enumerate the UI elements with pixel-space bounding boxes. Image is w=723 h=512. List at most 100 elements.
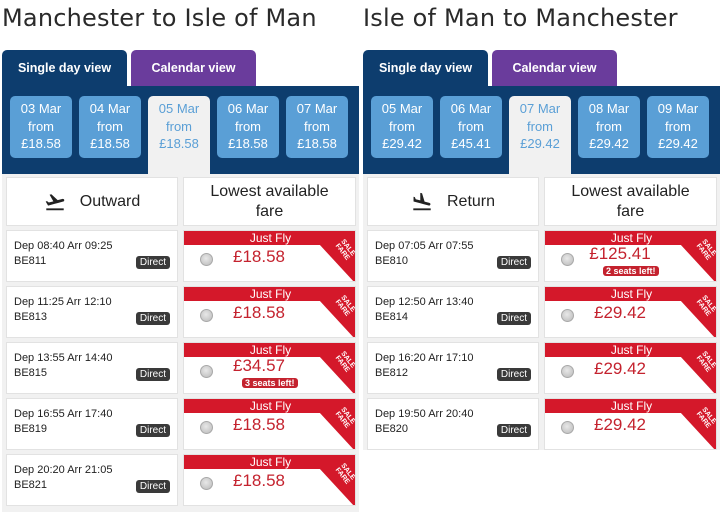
date-label: 09 Mar: [657, 101, 699, 116]
direct-badge[interactable]: Direct: [496, 256, 531, 269]
date-price: £18.58: [21, 136, 61, 151]
return-date-tab[interactable]: 09 Mar from £29.42: [647, 96, 709, 158]
sale-fare-badge: SALE FARE: [307, 231, 355, 281]
direct-badge[interactable]: Direct: [135, 312, 170, 325]
fare-price: £29.42: [594, 415, 646, 434]
direct-badge[interactable]: Direct: [496, 424, 531, 437]
return-column: Isle of Man to Manchester Single day vie…: [363, 0, 720, 512]
date-label: 07 Mar: [296, 101, 338, 116]
date-label: 06 Mar: [227, 101, 269, 116]
sale-fare-badge: SALE FARE: [668, 231, 716, 281]
direct-badge[interactable]: Direct: [135, 424, 170, 437]
from-label: from: [527, 118, 553, 134]
flight-number: BE811: [14, 255, 47, 267]
date-price: £29.42: [589, 136, 629, 151]
direct-badge[interactable]: Direct: [135, 368, 170, 381]
fare-radio[interactable]: [561, 365, 574, 378]
fare-radio[interactable]: [561, 309, 574, 322]
fare-cell[interactable]: Just Fly £18.58 SALE FARE: [183, 398, 356, 450]
return-date-bar: 05 Mar from £29.42 06 Mar from £45.41 07…: [363, 86, 720, 174]
fare-cell[interactable]: Just Fly £34.57 3 seats left! SALE FARE: [183, 342, 356, 394]
direct-badge[interactable]: Direct: [135, 256, 170, 269]
return-date-tab-selected[interactable]: 07 Mar from £29.42: [509, 96, 571, 174]
sale-fare-badge: SALE FARE: [307, 343, 355, 393]
date-price: £45.41: [451, 136, 491, 151]
return-date-tab[interactable]: 05 Mar from £29.42: [371, 96, 433, 158]
flight-info: Dep 19:50 Arr 20:40 BE820 Direct: [367, 398, 539, 450]
flight-times: Dep 08:40 Arr 09:25: [14, 240, 113, 252]
flight-row: Dep 12:50 Arr 13:40 BE814 Direct Just Fl…: [363, 286, 720, 342]
fare-radio[interactable]: [561, 421, 574, 434]
outbound-single-day-tab[interactable]: Single day view: [2, 50, 127, 86]
date-label: 06 Mar: [450, 101, 492, 116]
direct-badge[interactable]: Direct: [135, 480, 170, 493]
sale-fare-badge: SALE FARE: [307, 287, 355, 337]
outbound-date-tab-selected[interactable]: 05 Mar from £18.58: [148, 96, 210, 174]
return-label: Return: [446, 192, 496, 210]
return-lowest-fare-header: Lowest available fare: [544, 177, 717, 226]
flight-number: BE813: [14, 311, 48, 323]
flight-number: BE812: [375, 367, 409, 379]
return-date-tab[interactable]: 06 Mar from £45.41: [440, 96, 502, 158]
flight-number: BE810: [375, 255, 409, 267]
fare-price: £18.58: [233, 303, 285, 322]
direct-badge[interactable]: Direct: [496, 368, 531, 381]
outbound-date-tab[interactable]: 03 Mar from £18.58: [10, 96, 72, 158]
lowest-fare-label: Lowest available fare: [571, 182, 690, 220]
fare-cell[interactable]: Just Fly £29.42 SALE FARE: [544, 342, 717, 394]
fare-cell[interactable]: Just Fly £125.41 2 seats left! SALE FARE: [544, 230, 717, 282]
fare-price: £125.41: [589, 244, 651, 263]
sale-fare-badge: SALE FARE: [307, 399, 355, 449]
fare-radio[interactable]: [200, 477, 213, 490]
direct-badge[interactable]: Direct: [496, 312, 531, 325]
seats-left-badge: 3 seats left!: [242, 378, 298, 388]
fare-price: £18.58: [233, 415, 285, 434]
outbound-date-tab[interactable]: 04 Mar from £18.58: [79, 96, 141, 158]
fare-cell[interactable]: Just Fly £18.58 SALE FARE: [183, 454, 356, 506]
return-calendar-tab[interactable]: Calendar view: [492, 50, 617, 86]
date-label: 04 Mar: [89, 101, 131, 116]
fare-cell[interactable]: Just Fly £18.58 SALE FARE: [183, 230, 356, 282]
fare-radio[interactable]: [561, 253, 574, 266]
date-price: £18.58: [228, 136, 268, 151]
flight-row: Dep 13:55 Arr 14:40 BE815 Direct Just Fl…: [2, 342, 359, 398]
flight-row: Dep 07:05 Arr 07:55 BE810 Direct Just Fl…: [363, 230, 720, 286]
fare-price: £29.42: [594, 359, 646, 378]
flight-info: Dep 11:25 Arr 12:10 BE813 Direct: [6, 286, 178, 338]
flight-number: BE815: [14, 367, 48, 379]
from-label: from: [458, 118, 484, 134]
flight-row: Dep 16:20 Arr 17:10 BE812 Direct Just Fl…: [363, 342, 720, 398]
date-price: £29.42: [382, 136, 422, 151]
flight-info: Dep 16:20 Arr 17:10 BE812 Direct: [367, 342, 539, 394]
outbound-calendar-tab[interactable]: Calendar view: [131, 50, 256, 86]
fare-cell[interactable]: Just Fly £29.42 SALE FARE: [544, 398, 717, 450]
from-label: from: [235, 118, 261, 134]
return-date-tab[interactable]: 08 Mar from £29.42: [578, 96, 640, 158]
lowest-fare-label: Lowest available fare: [210, 182, 329, 220]
sale-fare-badge: SALE FARE: [668, 399, 716, 449]
flight-info: Dep 13:55 Arr 14:40 BE815 Direct: [6, 342, 178, 394]
fare-radio[interactable]: [200, 309, 213, 322]
outbound-date-tab[interactable]: 07 Mar from £18.58: [286, 96, 348, 158]
date-label: 03 Mar: [20, 101, 62, 116]
date-price: £18.58: [297, 136, 337, 151]
fare-radio[interactable]: [200, 421, 213, 434]
sale-fare-badge: SALE FARE: [668, 343, 716, 393]
fare-radio[interactable]: [200, 365, 213, 378]
flight-info: Dep 07:05 Arr 07:55 BE810 Direct: [367, 230, 539, 282]
from-label: from: [28, 118, 54, 134]
fare-radio[interactable]: [200, 253, 213, 266]
outward-header: Outward: [6, 177, 178, 226]
fare-price: £18.58: [233, 471, 285, 490]
flight-times: Dep 07:05 Arr 07:55: [375, 240, 474, 252]
flight-times: Dep 16:20 Arr 17:10: [375, 352, 474, 364]
flight-row: Dep 11:25 Arr 12:10 BE813 Direct Just Fl…: [2, 286, 359, 342]
outbound-lowest-fare-header: Lowest available fare: [183, 177, 356, 226]
flight-row: Dep 08:40 Arr 09:25 BE811 Direct Just Fl…: [2, 230, 359, 286]
fare-cell[interactable]: Just Fly £18.58 SALE FARE: [183, 286, 356, 338]
fare-price: £18.58: [233, 247, 285, 266]
date-label: 05 Mar: [158, 101, 200, 116]
return-single-day-tab[interactable]: Single day view: [363, 50, 488, 86]
fare-cell[interactable]: Just Fly £29.42 SALE FARE: [544, 286, 717, 338]
outbound-date-tab[interactable]: 06 Mar from £18.58: [217, 96, 279, 158]
